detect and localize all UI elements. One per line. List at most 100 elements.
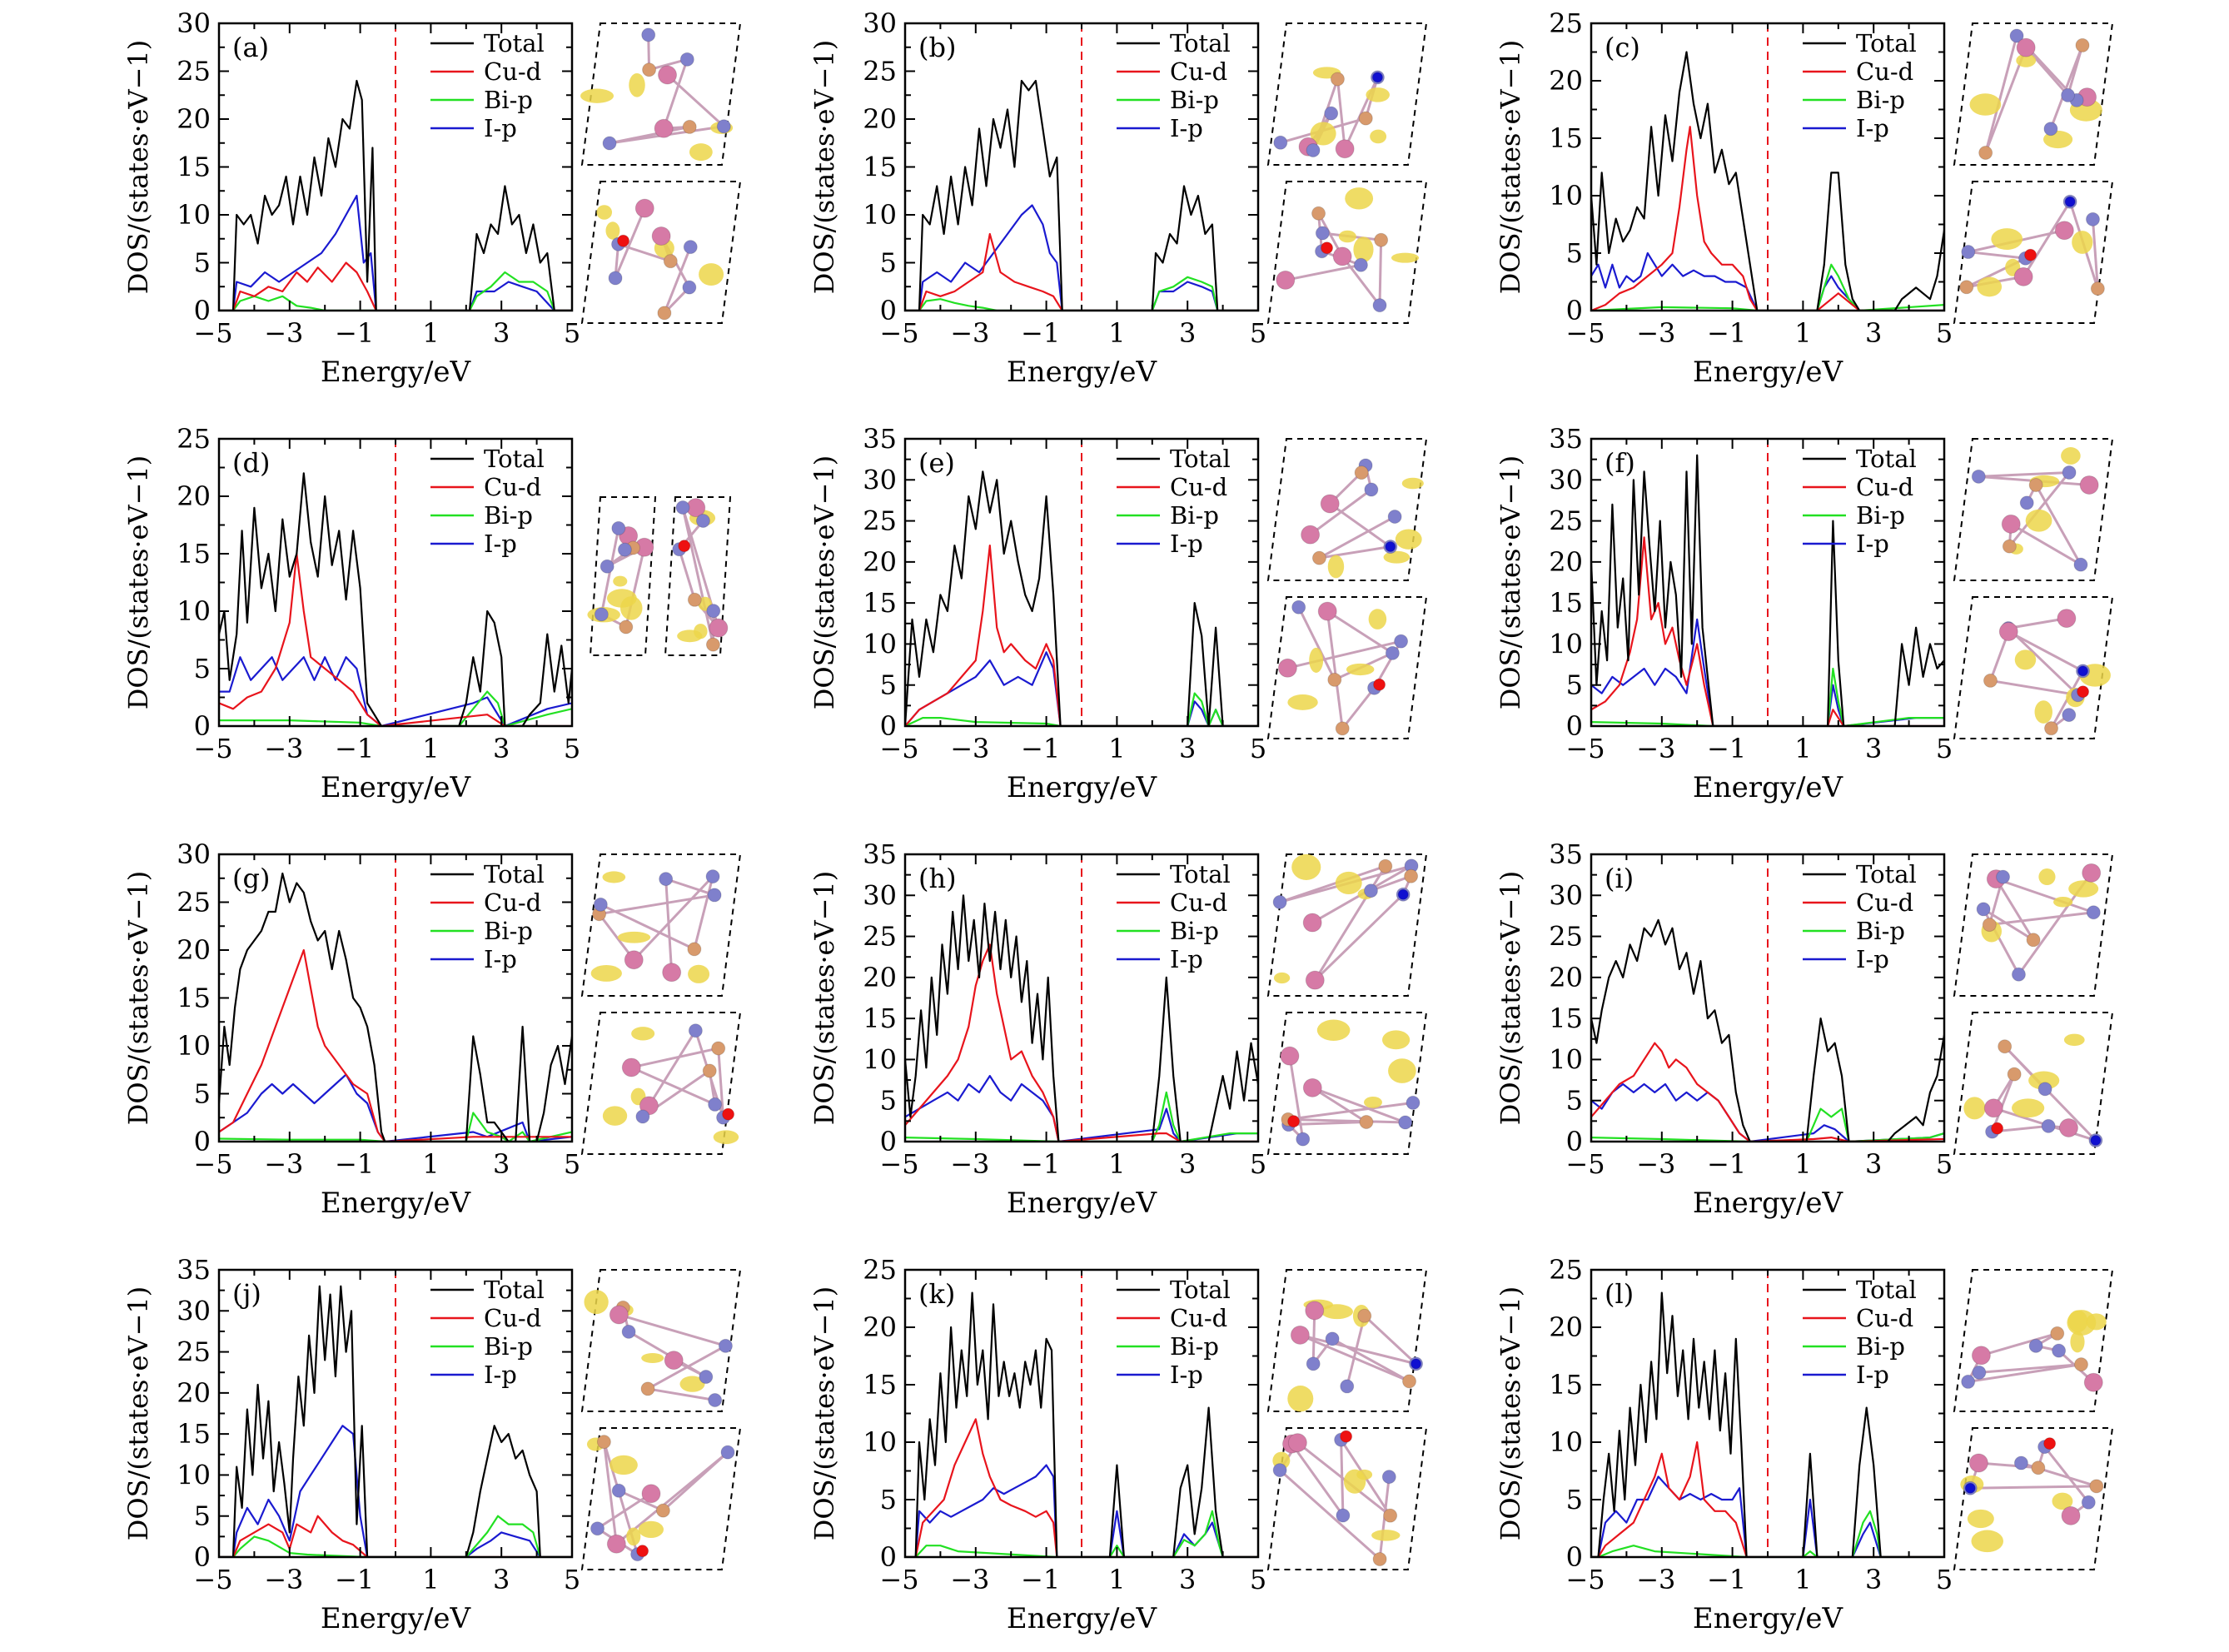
atom (1961, 1374, 1976, 1389)
y-tick-label: 25 (177, 887, 211, 918)
atom (678, 540, 691, 553)
atom (708, 1393, 723, 1408)
x-tick-label: 1 (1108, 1148, 1125, 1180)
isosurface-lobe (596, 205, 613, 220)
unit-cell-outline (580, 1427, 742, 1570)
atom (1290, 1325, 1310, 1345)
bond (1991, 1073, 2016, 1132)
atom (655, 1503, 670, 1518)
atom (1983, 1098, 2003, 1118)
x-tick-label: −5 (1565, 733, 1605, 764)
atom (635, 1109, 650, 1124)
x-tick-label: 5 (1936, 1564, 1953, 1595)
unit-cell-outline (1266, 1012, 1428, 1155)
isosurface-lobe (2068, 880, 2099, 898)
atom (1353, 257, 1368, 272)
x-tick-label: −1 (335, 1148, 374, 1180)
bond (1288, 1121, 1366, 1127)
atom (2064, 196, 2076, 207)
y-tick-label: 30 (1549, 464, 1583, 495)
y-tick-label: 25 (177, 1336, 211, 1368)
series-lines (1591, 454, 1944, 726)
x-tick-label: 3 (1865, 1564, 1882, 1595)
bond (1300, 1333, 1416, 1366)
atom (659, 872, 674, 887)
x-axis-title: Energy/eV (1693, 1602, 1844, 1635)
isosurface-lobe (1969, 93, 2002, 116)
y-axis-title: DOS/(states·eV−1) (1495, 40, 1526, 295)
isosurface-lobe (617, 931, 651, 943)
series-lines (1591, 51, 1944, 311)
atom (1325, 1331, 1340, 1346)
atom (1306, 1356, 1321, 1371)
y-axis-title: DOS/(states·eV−1) (1495, 1286, 1526, 1541)
atom (611, 1483, 626, 1498)
atom (1998, 1039, 2013, 1054)
structure-inset (1953, 596, 2114, 739)
atom (2083, 1372, 2103, 1392)
x-tick-label: −3 (950, 733, 989, 764)
panel-label: (e) (918, 447, 955, 479)
atom (707, 888, 722, 903)
x-tick-label: −5 (1565, 1148, 1605, 1180)
structure-inset (580, 1012, 742, 1155)
y-axis-title: DOS/(states·eV−1) (1495, 455, 1526, 710)
bond (693, 876, 714, 950)
structure-inset (1953, 853, 2114, 997)
y-tick-label: 0 (194, 295, 211, 326)
atom (602, 136, 617, 151)
isosurface-lobe (1321, 1304, 1353, 1320)
y-tick-label: 30 (177, 7, 211, 39)
isosurface-lobe (2061, 447, 2081, 465)
x-tick-label: 1 (1794, 317, 1811, 349)
legend-label: I-p (1170, 114, 1203, 142)
isosurface-lobe (2038, 868, 2056, 886)
series-line-bip (905, 692, 1258, 726)
legend-label: I-p (484, 1361, 517, 1389)
y-tick-label: 20 (177, 480, 211, 512)
y-tick-label: 25 (1549, 7, 1583, 39)
isosurface-lobe (2072, 231, 2093, 254)
bond (1318, 515, 1396, 560)
atom (2089, 1479, 2104, 1494)
x-tick-label: 5 (1936, 733, 1953, 764)
structure-inset (1953, 1269, 2114, 1412)
structure-inset (1266, 22, 1428, 166)
y-tick-label: 15 (177, 152, 211, 183)
series-line-total (219, 872, 572, 1142)
atom (1364, 482, 1379, 497)
atom (624, 950, 644, 970)
bond (648, 1029, 697, 1107)
x-tick-label: 3 (1865, 1148, 1882, 1180)
isosurface-lobe (2052, 1492, 2073, 1510)
atom (1272, 1463, 1287, 1478)
atom (2013, 266, 2033, 286)
bond (663, 246, 692, 314)
y-tick-label: 10 (1549, 628, 1583, 659)
x-tick-label: −1 (1021, 733, 1060, 764)
atom (1305, 1301, 1325, 1321)
atom (2057, 609, 2077, 629)
y-tick-label: 10 (1549, 180, 1583, 211)
series-line-total (1591, 454, 1944, 726)
y-tick-label: 20 (177, 934, 211, 966)
x-tick-label: −5 (193, 317, 232, 349)
x-tick-label: 5 (1250, 317, 1266, 349)
legend-label: I-p (484, 945, 517, 973)
atom (2028, 478, 2043, 493)
series-line-ip (905, 204, 1258, 311)
x-tick-label: −1 (335, 733, 374, 764)
y-tick-label: 5 (194, 1078, 211, 1110)
atom (1287, 1433, 1307, 1453)
atom (600, 559, 614, 574)
y-tick-label: 15 (863, 152, 897, 183)
structure-inset (1953, 1427, 2114, 1570)
legend-label: Total (1856, 29, 1917, 57)
y-tick-label: 15 (177, 538, 211, 570)
atom (2077, 665, 2089, 677)
bond (1287, 1117, 1406, 1124)
y-tick-label: 15 (1549, 1003, 1583, 1034)
series-line-cud (219, 261, 572, 311)
atom (2082, 863, 2102, 883)
